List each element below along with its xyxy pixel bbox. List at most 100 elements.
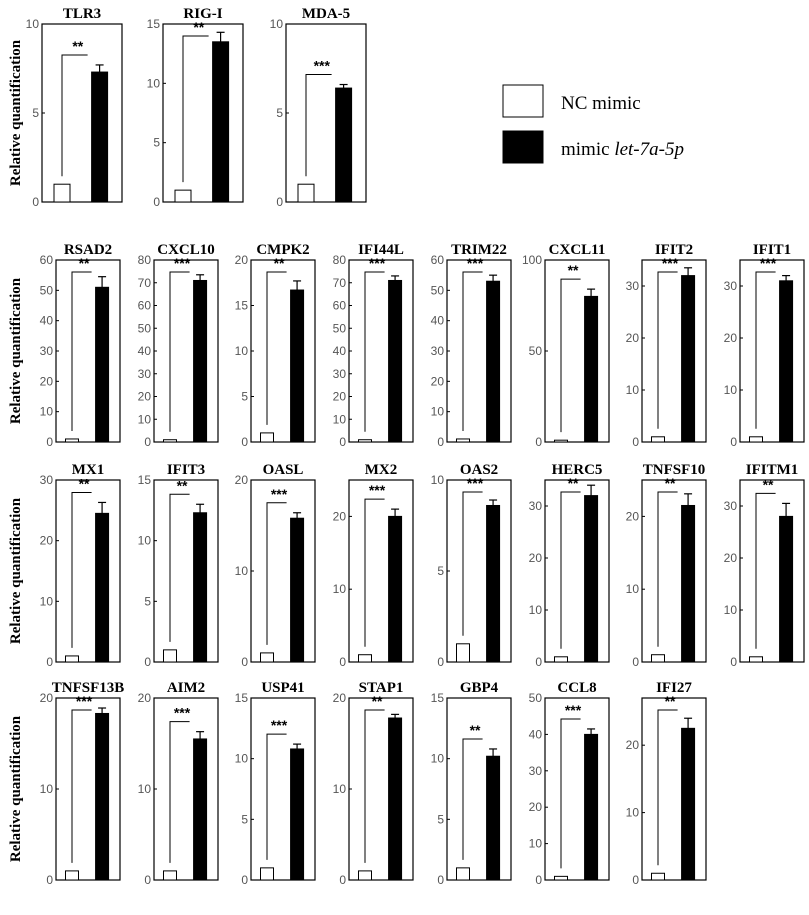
- legend-swatch-nc: [502, 84, 544, 118]
- significance-label: ***: [467, 475, 484, 491]
- significance-label: ***: [271, 717, 288, 733]
- y-tick-label: 10: [235, 752, 249, 766]
- significance-bracket: [657, 709, 678, 866]
- y-tick-label: 60: [431, 253, 445, 267]
- y-tick-label: 5: [437, 564, 444, 578]
- chart-panel: CXCL11 0 50 100 **: [522, 242, 610, 449]
- chart-panel: CCL8 0 10 20 30 40 50 ***: [529, 680, 610, 887]
- bar-mimic-let-7a-5p: [584, 733, 599, 881]
- y-tick-label: 60: [40, 253, 54, 267]
- y-tick-label: 0: [144, 655, 151, 669]
- y-tick-label: 50: [333, 321, 347, 335]
- y-tick-label: 15: [431, 691, 445, 705]
- y-tick-label: 40: [529, 727, 543, 741]
- y-tick-label: 15: [138, 473, 152, 487]
- y-tick-label: 0: [632, 873, 639, 887]
- significance-label: **: [665, 475, 676, 491]
- y-tick-label: 20: [333, 691, 347, 705]
- y-tick-label: 30: [40, 344, 54, 358]
- y-tick-label: 50: [40, 283, 54, 297]
- chart-title: IFITM1: [746, 462, 799, 478]
- significance-label: **: [72, 38, 83, 54]
- significance-bracket: [560, 718, 581, 869]
- bar-mimic-let-7a-5p: [486, 755, 501, 881]
- plot-frame: [348, 479, 414, 663]
- chart-title: IFIT1: [753, 242, 791, 258]
- plot-frame: [153, 697, 219, 881]
- bar-nc-mimic: [53, 183, 71, 203]
- y-tick-label: 50: [138, 321, 152, 335]
- y-tick-label: 20: [626, 331, 640, 345]
- plot-frame: [250, 479, 316, 663]
- chart-title: CXCL10: [157, 242, 215, 258]
- chart-title: IFI27: [656, 680, 692, 696]
- bar-mimic-let-7a-5p: [212, 41, 230, 203]
- y-tick-label: 0: [535, 435, 542, 449]
- chart-panel: STAP1 0 10 20 **: [333, 680, 414, 887]
- significance-bracket: [462, 491, 483, 636]
- chart-panel: RIG-I 0 5 10 15 **: [147, 6, 244, 209]
- y-tick-label: 10: [40, 594, 54, 608]
- significance-bracket: [169, 721, 190, 863]
- chart-panel: OASL 0 10 20 ***: [235, 462, 316, 669]
- y-tick-label: 10: [138, 534, 152, 548]
- significance-label: ***: [174, 705, 191, 721]
- y-tick-label: 20: [529, 551, 543, 565]
- chart-panel: IFI27 0 10 20 **: [626, 680, 707, 887]
- bar-nc-mimic: [651, 436, 665, 443]
- chart-panel: IFIT1 0 10 20 30 ***: [724, 242, 805, 449]
- chart-title: CMPK2: [256, 242, 309, 258]
- chart-panel: RSAD2 0 10 20 30 40 50 60 **: [40, 242, 121, 449]
- y-tick-label: 30: [138, 367, 152, 381]
- y-tick-label: 0: [32, 195, 39, 209]
- chart-title: TRIM22: [451, 242, 507, 258]
- bar-nc-mimic: [297, 183, 315, 203]
- y-tick-label: 0: [241, 655, 248, 669]
- y-tick-label: 20: [235, 473, 249, 487]
- chart-panel: IFIT2 0 10 20 30 ***: [626, 242, 707, 449]
- y-tick-label: 50: [529, 344, 543, 358]
- chart-title: AIM2: [167, 680, 205, 696]
- plot-frame: [544, 479, 610, 663]
- significance-label: ***: [314, 58, 331, 74]
- chart-title: CCL8: [557, 680, 596, 696]
- y-axis-label: Relative quantification: [8, 39, 24, 186]
- y-tick-label: 20: [626, 509, 640, 523]
- plot-frame: [739, 479, 805, 663]
- bar-nc-mimic: [456, 867, 470, 881]
- y-tick-label: 20: [333, 509, 347, 523]
- y-tick-label: 30: [626, 279, 640, 293]
- bar-mimic-let-7a-5p: [779, 280, 794, 443]
- significance-bracket: [71, 709, 92, 863]
- significance-bracket: [266, 271, 287, 425]
- y-tick-label: 80: [333, 253, 347, 267]
- y-tick-label: 30: [724, 499, 738, 513]
- significance-bracket: [560, 491, 581, 649]
- significance-bracket: [71, 271, 92, 431]
- plot-frame: [162, 23, 244, 203]
- significance-label: **: [79, 475, 90, 491]
- significance-bracket: [71, 491, 92, 648]
- bar-mimic-let-7a-5p: [95, 712, 110, 881]
- chart-panel: TRIM22 0 10 20 30 40 50 60 ***: [431, 242, 512, 449]
- y-tick-label: 70: [138, 276, 152, 290]
- y-tick-label: 20: [40, 374, 54, 388]
- y-tick-label: 10: [26, 17, 40, 31]
- chart-title: TNFSF13B: [52, 680, 125, 696]
- bar-mimic-let-7a-5p: [486, 280, 501, 443]
- y-tick-label: 5: [241, 812, 248, 826]
- chart-panel: OAS2 0 5 10 ***: [431, 462, 512, 669]
- y-tick-label: 5: [153, 136, 160, 150]
- y-tick-label: 10: [270, 17, 284, 31]
- y-tick-label: 0: [46, 873, 53, 887]
- y-axis-label: Relative quantification: [8, 497, 24, 644]
- significance-label: **: [177, 477, 188, 493]
- bar-mimic-let-7a-5p: [290, 517, 305, 663]
- y-tick-label: 30: [40, 473, 54, 487]
- y-tick-label: 30: [529, 764, 543, 778]
- bar-nc-mimic: [65, 870, 79, 881]
- chart-title: CXCL11: [549, 242, 606, 258]
- plot-frame: [544, 259, 610, 443]
- bar-mimic-let-7a-5p: [335, 87, 353, 203]
- significance-label: ***: [760, 255, 777, 271]
